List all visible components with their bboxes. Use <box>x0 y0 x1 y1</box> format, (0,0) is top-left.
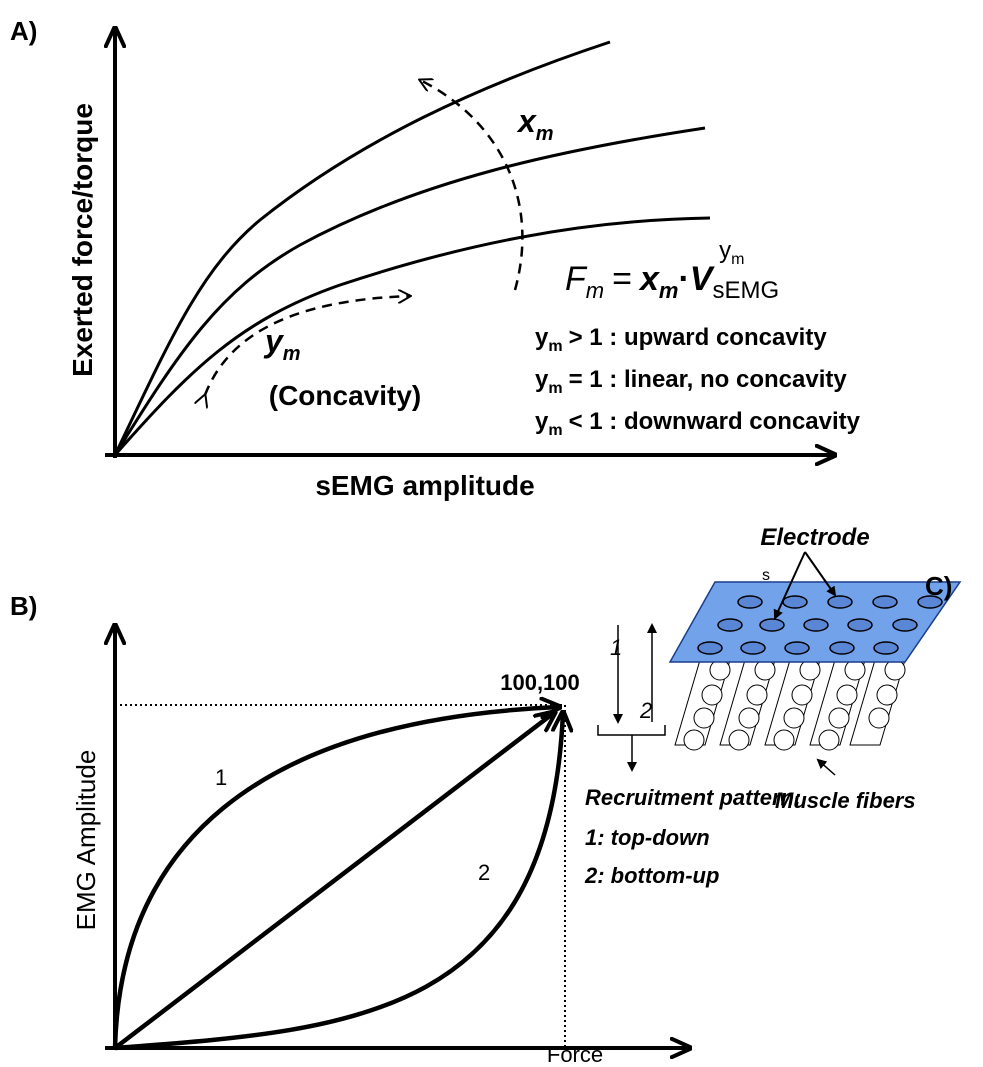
text-part: m <box>536 123 554 145</box>
pointer <box>773 551 806 620</box>
x-axis-label: sEMG amplitude <box>315 470 534 501</box>
x-param: xm <box>516 103 554 145</box>
text-part: = <box>612 260 632 298</box>
electrode-label: Electrode <box>760 524 869 551</box>
text-part: F <box>565 260 588 298</box>
curve <box>114 712 563 1051</box>
text-part: V <box>690 260 716 298</box>
endpoint-label: 100,100 <box>500 670 580 695</box>
text-part: y <box>719 237 731 264</box>
text-part: y <box>263 323 285 359</box>
curve-label: 1 <box>215 765 227 790</box>
y-axis-label: Exerted force/torque <box>67 103 98 377</box>
condition: ym = 1 : linear, no concavity <box>535 366 847 397</box>
text-part: m <box>548 380 562 397</box>
y-param: ym <box>263 323 301 365</box>
dashed-arrow <box>420 80 524 291</box>
text-part: x <box>516 103 537 139</box>
panel-label: A) <box>10 16 37 46</box>
arrow-label: 1 <box>610 635 622 660</box>
text-part: sEMG <box>712 277 779 304</box>
text-part: m <box>659 278 679 303</box>
text-part: < 1 : downward concavity <box>569 408 861 435</box>
curve <box>113 216 711 456</box>
formula: Fm = xm·VsEMGym <box>565 237 779 304</box>
bracket <box>597 725 666 736</box>
text-part: m <box>586 278 604 303</box>
curve <box>112 707 560 1049</box>
text-part: m <box>731 251 744 268</box>
line <box>113 712 555 1050</box>
panel-label: C) <box>925 571 952 601</box>
recruitment-title: Recruitment pattern: <box>585 785 801 810</box>
pointer <box>816 758 836 776</box>
y-axis-label: EMG Amplitude <box>71 750 101 931</box>
text-part: m <box>283 343 301 365</box>
curve-label: 2 <box>478 860 490 885</box>
dashed-arrow <box>205 296 410 395</box>
text-part: = 1 : linear, no concavity <box>569 366 848 393</box>
electrode-suffix: s <box>762 567 770 584</box>
recruitment-item: 2: bottom-up <box>584 863 719 888</box>
text-part: y <box>535 408 549 435</box>
text-part: x <box>638 260 661 298</box>
conditions: ym > 1 : upward concavity ym = 1 : linear,… <box>535 324 861 439</box>
text-part: > 1 : upward concavity <box>569 324 828 351</box>
text-part: m <box>548 422 562 439</box>
text-part: y <box>535 366 549 393</box>
fibers-label: Muscle fibers <box>775 788 916 813</box>
recruitment-item: 1: top-down <box>585 825 710 850</box>
text-part: · <box>678 260 689 298</box>
text-part: y <box>535 324 549 351</box>
pointer <box>804 551 837 597</box>
panel-label: B) <box>10 591 37 621</box>
fibers <box>674 659 906 751</box>
arrow-label: 2 <box>639 698 652 723</box>
curve <box>113 40 611 456</box>
condition: ym > 1 : upward concavity <box>535 324 827 355</box>
text-part: m <box>548 338 562 355</box>
electrodes <box>697 595 943 655</box>
curve <box>113 126 706 456</box>
condition: ym < 1 : downward concavity <box>535 408 861 439</box>
x-axis-label: Force <box>547 1042 603 1067</box>
concavity: (Concavity) <box>269 380 421 411</box>
